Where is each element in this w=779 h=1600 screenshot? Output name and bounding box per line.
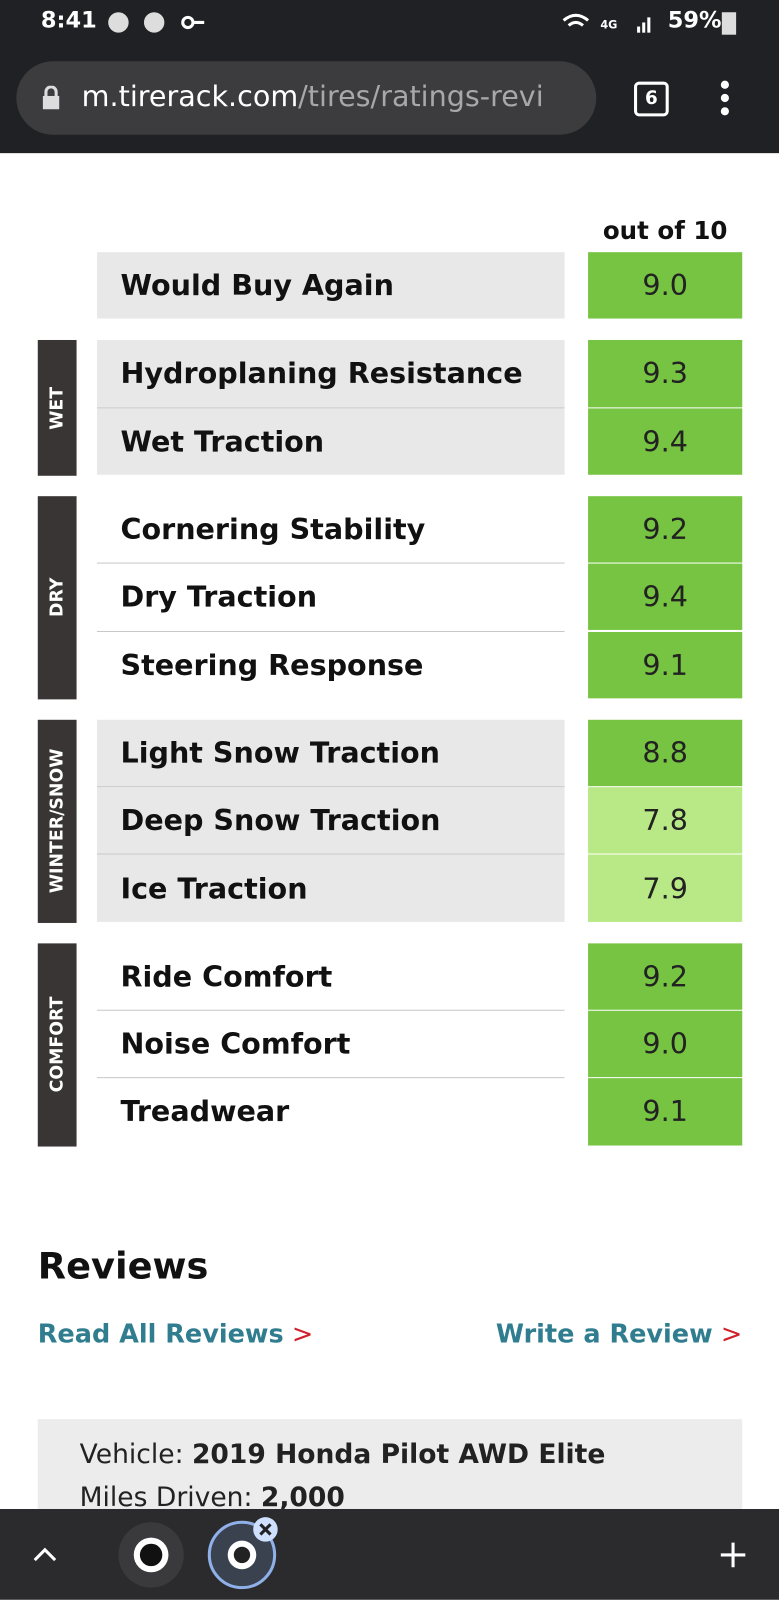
reviews-title: Reviews [37,1245,209,1288]
bottom-icons [33,1517,746,1590]
score-header: out of 10 [602,216,728,246]
rating-score: 9.4 [588,407,743,475]
rating-name: Hydroplaning Resistance [96,340,565,407]
rating-name: Steering Response [96,631,565,699]
rating-score: 8.8 [588,719,743,787]
rating-name: Wet Traction [96,407,565,475]
url-domain: m.tirerack.com [81,79,299,114]
row-divider [96,406,565,408]
url-bar[interactable]: m.tirerack.com/tires/ratings-revi [16,61,597,135]
group-label: WINTER/SNOW [37,719,77,923]
rating-score: 7.8 [588,787,743,854]
link-text: Read All Reviews [37,1319,284,1349]
group-label-text: DRY [46,577,68,618]
miles-line: Miles Driven: 2,000 [80,1482,345,1513]
miles-label: Miles Driven: [79,1482,253,1514]
read-all-link[interactable]: Read All Reviews > [38,1319,313,1349]
link-arrow: > [291,1319,314,1349]
rating-score: 9.2 [588,943,743,1010]
rating-name: Cornering Stability [96,496,565,563]
lock-icon [42,85,60,110]
rating-name: Dry Traction [96,563,565,631]
miles: 2,000 [260,1482,345,1514]
group-label: WET [37,340,77,476]
signal-icons: 4G [562,13,651,33]
rating-score: 9.3 [588,340,743,407]
time: 8:41 [40,8,97,34]
row-divider [96,1077,565,1079]
link-arrow: > [720,1319,743,1349]
rating-score: 9.2 [588,496,743,563]
vehicle: 2019 Honda Pilot AWD Elite [191,1439,606,1471]
link-text: Write a Review [495,1319,713,1349]
vehicle-label: Vehicle: [79,1439,184,1471]
rating-score: 9.1 [588,1078,743,1146]
rating-name: Noise Comfort [96,1010,565,1078]
browser-chrome: 8:41 4G 59% m.tirerack.com/tires/ratings… [0,0,779,154]
rating-name: Deep Snow Traction [96,787,565,854]
write-review-link[interactable]: Write a Review > [496,1319,742,1349]
rating-score: 9.0 [588,252,743,319]
group-label: DRY [37,496,77,700]
url: m.tirerack.com/tires/ratings-revi [82,80,592,114]
battery: 59% [667,8,722,34]
rating-name: Treadwear [96,1078,565,1146]
bottom-bar [0,1508,779,1600]
row-divider [96,562,565,564]
vehicle-line: Vehicle: 2019 Honda Pilot AWD Elite [80,1440,606,1471]
rating-score: 7.9 [588,854,743,922]
group-label-text: WET [46,386,68,430]
group-label-text: WINTER/SNOW [46,748,68,894]
row-divider [96,786,565,788]
rating-name: Light Snow Traction [96,719,565,787]
rating-score: 9.1 [588,631,743,699]
group-label: COMFORT [37,943,77,1147]
rating-name: Would Buy Again [96,252,565,319]
rating-name: Ride Comfort [96,943,565,1010]
tab-count[interactable]: 6 [634,81,669,117]
svg-text:4G: 4G [600,19,617,32]
rating-score: 9.4 [588,563,743,631]
row-divider [96,1009,565,1011]
rating-score: 9.0 [588,1010,743,1078]
battery-icon [721,12,737,35]
group-label-text: COMFORT [46,996,68,1093]
status-icons [108,12,205,33]
row-divider [96,853,565,855]
menu-button[interactable] [715,80,735,117]
url-path: /tires/ratings-revi [298,79,544,114]
row-divider [96,630,565,632]
rating-name: Ice Traction [96,854,565,922]
